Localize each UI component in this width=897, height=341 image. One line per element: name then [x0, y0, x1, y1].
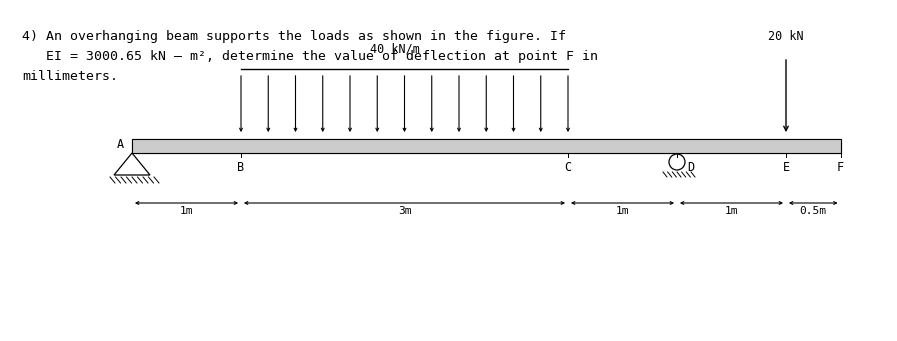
Text: A: A	[117, 137, 124, 150]
Bar	[132, 139, 840, 153]
Text: 4) An overhanging beam supports the loads as shown in the figure. If: 4) An overhanging beam supports the load…	[22, 30, 566, 43]
Text: 3m: 3m	[397, 206, 411, 216]
Text: B: B	[238, 161, 245, 174]
Text: 40 kN/m: 40 kN/m	[370, 42, 420, 55]
Text: C: C	[564, 161, 571, 174]
Text: EI = 3000.65 kN – m², determine the value of deflection at point F in: EI = 3000.65 kN – m², determine the valu…	[22, 50, 598, 63]
Text: 1m: 1m	[615, 206, 630, 216]
Text: millimeters.: millimeters.	[22, 70, 118, 83]
Text: D: D	[687, 161, 694, 174]
Text: 20 kN: 20 kN	[768, 30, 804, 43]
Bar	[132, 139, 840, 153]
Text: 1m: 1m	[725, 206, 738, 216]
Text: 0.5m: 0.5m	[800, 206, 827, 216]
Text: F: F	[837, 161, 844, 174]
Text: 1m: 1m	[179, 206, 193, 216]
Text: E: E	[782, 161, 789, 174]
